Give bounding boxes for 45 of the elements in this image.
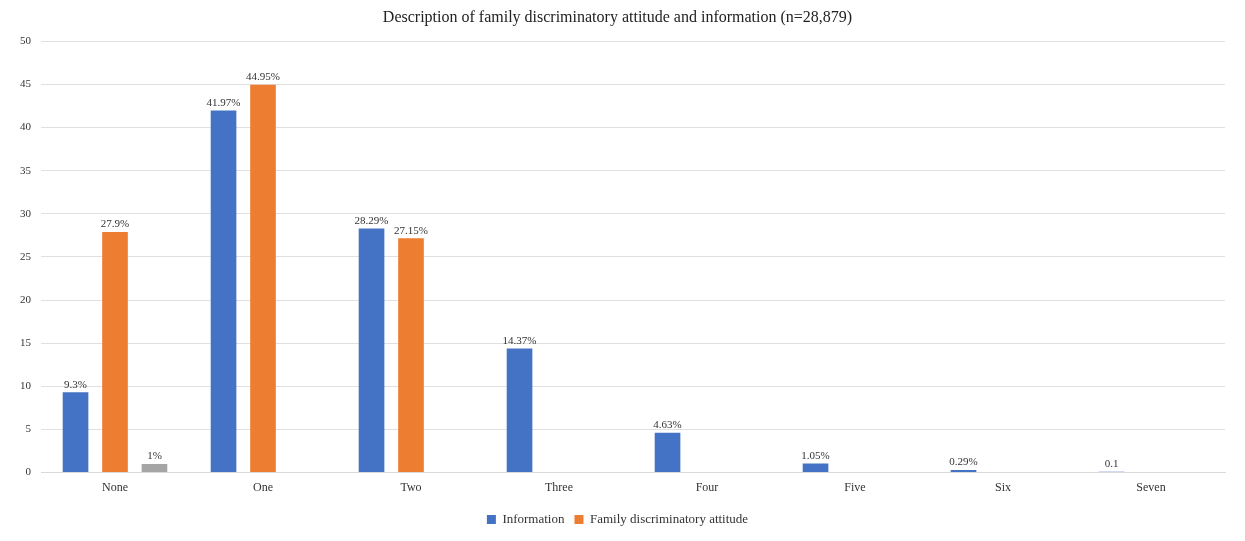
bar — [950, 470, 977, 473]
data-label: 4.63% — [653, 418, 682, 431]
bar — [102, 231, 128, 473]
y-tick-label: 0 — [25, 465, 32, 478]
bar — [141, 463, 168, 473]
y-tick-label: 45 — [20, 77, 32, 90]
bar — [62, 392, 89, 473]
y-tick-label: 10 — [20, 379, 32, 392]
x-tick-label: Four — [695, 479, 719, 494]
y-tick-label: 25 — [20, 249, 32, 262]
bar — [358, 228, 385, 473]
data-label: 28.29% — [354, 213, 389, 226]
x-tick-label: Three — [545, 479, 573, 494]
y-tick-label: 30 — [20, 206, 32, 219]
data-label: 27.9% — [100, 217, 130, 230]
data-label: 1.05% — [801, 448, 830, 461]
data-label: 0.1 — [1104, 457, 1119, 470]
x-tick-label: None — [102, 479, 128, 494]
bar — [506, 348, 533, 473]
y-tick-label: 40 — [20, 120, 32, 133]
bar — [210, 110, 237, 473]
data-label: 41.97% — [206, 95, 241, 108]
data-label: 44.95% — [246, 70, 280, 83]
x-tick-label: Seven — [1136, 479, 1166, 494]
data-label: 1% — [147, 449, 162, 462]
x-tick-label: Five — [844, 479, 866, 494]
x-tick-label: One — [253, 479, 273, 494]
y-tick-label: 5 — [25, 422, 32, 435]
y-tick-label: 35 — [20, 163, 32, 176]
bar — [802, 463, 829, 473]
bar — [398, 238, 424, 473]
data-label: 27.15% — [394, 223, 428, 236]
legend-label: Family discriminatory attitude — [589, 510, 749, 526]
bar — [654, 432, 681, 473]
y-tick-label: 15 — [20, 336, 32, 349]
chart-title: Description of family discriminatory attitude and information (n=28,879) — [382, 7, 853, 26]
x-tick-label: Two — [400, 479, 422, 494]
data-label: 0.29% — [949, 455, 978, 468]
legend-label: Information — [502, 510, 565, 526]
y-tick-label: 20 — [20, 292, 32, 305]
data-label: 14.37% — [502, 334, 537, 347]
y-tick-label: 50 — [20, 34, 32, 47]
bar — [250, 84, 276, 473]
x-tick-label: Six — [994, 479, 1012, 494]
data-label: 9.3% — [64, 377, 87, 390]
